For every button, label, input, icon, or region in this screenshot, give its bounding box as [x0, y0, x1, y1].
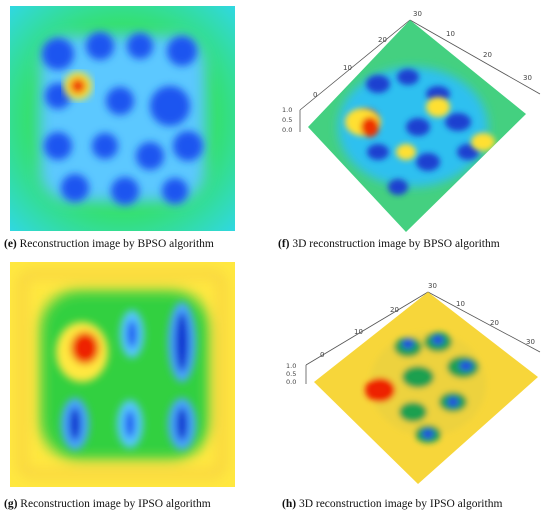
caption-g-text: Reconstruction image by IPSO algorithm — [20, 498, 211, 510]
f-z-tick-0: 0.0 — [282, 126, 292, 134]
f-z-tick-1: 1.0 — [282, 106, 292, 114]
panel-e-image — [10, 6, 235, 231]
caption-e-text: Reconstruction image by BPSO algorithm — [19, 238, 214, 250]
caption-h-letter: (h) — [282, 498, 297, 510]
caption-f-letter: (f) — [278, 238, 290, 250]
caption-h-text: 3D reconstruction image by IPSO algorith… — [298, 498, 503, 510]
f-tick-right-30: 30 — [523, 74, 532, 82]
panel-h-3d-surface: 30 20 10 0 10 20 30 1.0 0.5 0.0 — [278, 262, 548, 492]
f-tick-right-20: 20 — [483, 51, 492, 59]
h-tick-top-30: 30 — [428, 282, 437, 290]
h-tick-top-0: 0 — [320, 351, 324, 359]
caption-g: (g) Reconstruction image by IPSO algorit… — [4, 498, 211, 510]
f-tick-top-30: 30 — [413, 10, 422, 18]
f-tick-top-20: 20 — [378, 36, 387, 44]
h-tick-top-10: 10 — [354, 328, 363, 336]
caption-h: (h) 3D reconstruction image by IPSO algo… — [282, 498, 502, 510]
caption-e: (e) Reconstruction image by BPSO algorit… — [4, 238, 214, 250]
caption-e-letter: (e) — [4, 238, 17, 250]
f-z-tick-05: 0.5 — [282, 116, 292, 124]
h-tick-right-30: 30 — [526, 338, 535, 346]
panel-g-image — [10, 262, 235, 487]
panel-f-3d-surface: 30 20 10 0 10 20 30 1.0 0.5 0.0 — [278, 2, 548, 237]
h-z-tick-0: 0.0 — [286, 378, 296, 386]
h-tick-top-20: 20 — [390, 306, 399, 314]
f-tick-top-0: 0 — [313, 91, 317, 99]
f-tick-top-10: 10 — [343, 64, 352, 72]
f-tick-right-10: 10 — [446, 30, 455, 38]
h-tick-right-10: 10 — [456, 300, 465, 308]
h-tick-right-20: 20 — [490, 319, 499, 327]
caption-f-text: 3D reconstruction image by BPSO algorith… — [292, 238, 500, 250]
caption-g-letter: (g) — [4, 498, 18, 510]
caption-f: (f) 3D reconstruction image by BPSO algo… — [278, 238, 500, 250]
h-z-tick-05: 0.5 — [286, 370, 296, 378]
h-z-tick-1: 1.0 — [286, 362, 296, 370]
